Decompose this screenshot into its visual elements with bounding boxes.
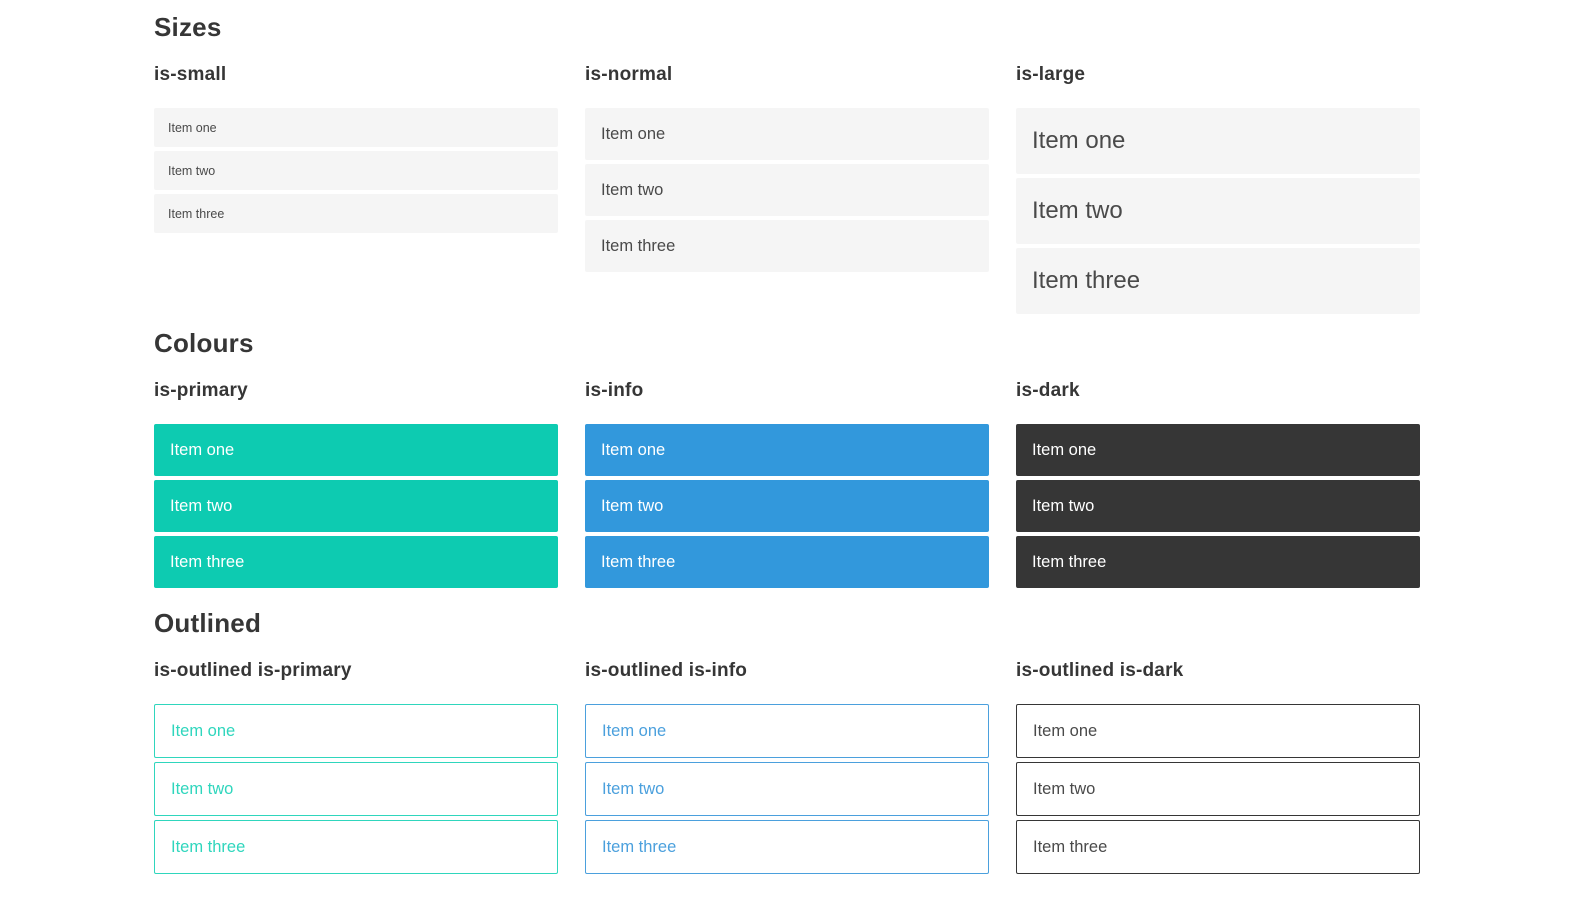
group-is-large: is-large Item one Item two Item three	[1016, 43, 1420, 314]
list-item[interactable]: Item two	[1016, 762, 1420, 816]
group-is-small: is-small Item one Item two Item three	[154, 43, 558, 314]
list-item[interactable]: Item one	[154, 108, 558, 147]
group-label-is-primary: is-primary	[154, 380, 248, 401]
list-item[interactable]: Item two	[154, 762, 558, 816]
group-label-outlined-primary: is-outlined is-primary	[154, 660, 352, 681]
section-title-outlined: Outlined	[154, 608, 262, 638]
list-item[interactable]: Item one	[1016, 704, 1420, 758]
list-item[interactable]: Item two	[585, 762, 989, 816]
list-item[interactable]: Item three	[1016, 248, 1420, 314]
list-is-normal: Item one Item two Item three	[585, 108, 989, 272]
list-item[interactable]: Item two	[585, 164, 989, 216]
list-is-info: Item one Item two Item three	[585, 424, 989, 588]
list-item[interactable]: Item two	[154, 480, 558, 532]
list-is-primary: Item one Item two Item three	[154, 424, 558, 588]
group-is-dark: is-dark Item one Item two Item three	[1016, 359, 1420, 588]
list-item[interactable]: Item one	[154, 424, 558, 476]
group-outlined-dark: is-outlined is-dark Item one Item two It…	[1016, 639, 1420, 874]
list-outlined-primary: Item one Item two Item three	[154, 704, 558, 874]
outlined-grid: is-outlined is-primary Item one Item two…	[154, 639, 1420, 874]
group-label-is-small: is-small	[154, 64, 227, 85]
colours-grid: is-primary Item one Item two Item three …	[154, 359, 1420, 588]
list-item[interactable]: Item three	[1016, 820, 1420, 874]
list-is-dark: Item one Item two Item three	[1016, 424, 1420, 588]
group-is-normal: is-normal Item one Item two Item three	[585, 43, 989, 314]
list-is-large: Item one Item two Item three	[1016, 108, 1420, 314]
group-is-info: is-info Item one Item two Item three	[585, 359, 989, 588]
list-item[interactable]: Item one	[585, 424, 989, 476]
list-item[interactable]: Item two	[154, 151, 558, 190]
list-item[interactable]: Item three	[154, 194, 558, 233]
list-item[interactable]: Item one	[585, 108, 989, 160]
group-is-primary: is-primary Item one Item two Item three	[154, 359, 558, 588]
list-item[interactable]: Item three	[154, 820, 558, 874]
list-is-small: Item one Item two Item three	[154, 108, 558, 233]
section-title-colours: Colours	[154, 328, 254, 358]
group-label-is-normal: is-normal	[585, 64, 673, 85]
list-item[interactable]: Item three	[154, 536, 558, 588]
group-label-is-large: is-large	[1016, 64, 1086, 85]
group-label-is-dark: is-dark	[1016, 380, 1080, 401]
list-item[interactable]: Item three	[1016, 536, 1420, 588]
list-item[interactable]: Item three	[585, 536, 989, 588]
group-label-is-info: is-info	[585, 380, 644, 401]
list-item[interactable]: Item one	[1016, 424, 1420, 476]
group-label-outlined-dark: is-outlined is-dark	[1016, 660, 1184, 681]
section-title-sizes: Sizes	[154, 12, 222, 42]
list-item[interactable]: Item one	[154, 704, 558, 758]
group-outlined-primary: is-outlined is-primary Item one Item two…	[154, 639, 558, 874]
list-item[interactable]: Item three	[585, 220, 989, 272]
group-label-outlined-info: is-outlined is-info	[585, 660, 748, 681]
list-item[interactable]: Item one	[1016, 108, 1420, 174]
sizes-grid: is-small Item one Item two Item three is…	[154, 43, 1420, 314]
list-outlined-info: Item one Item two Item three	[585, 704, 989, 874]
list-item[interactable]: Item two	[585, 480, 989, 532]
list-outlined-dark: Item one Item two Item three	[1016, 704, 1420, 874]
list-item[interactable]: Item two	[1016, 178, 1420, 244]
group-outlined-info: is-outlined is-info Item one Item two It…	[585, 639, 989, 874]
list-item[interactable]: Item two	[1016, 480, 1420, 532]
list-item[interactable]: Item one	[585, 704, 989, 758]
list-item[interactable]: Item three	[585, 820, 989, 874]
